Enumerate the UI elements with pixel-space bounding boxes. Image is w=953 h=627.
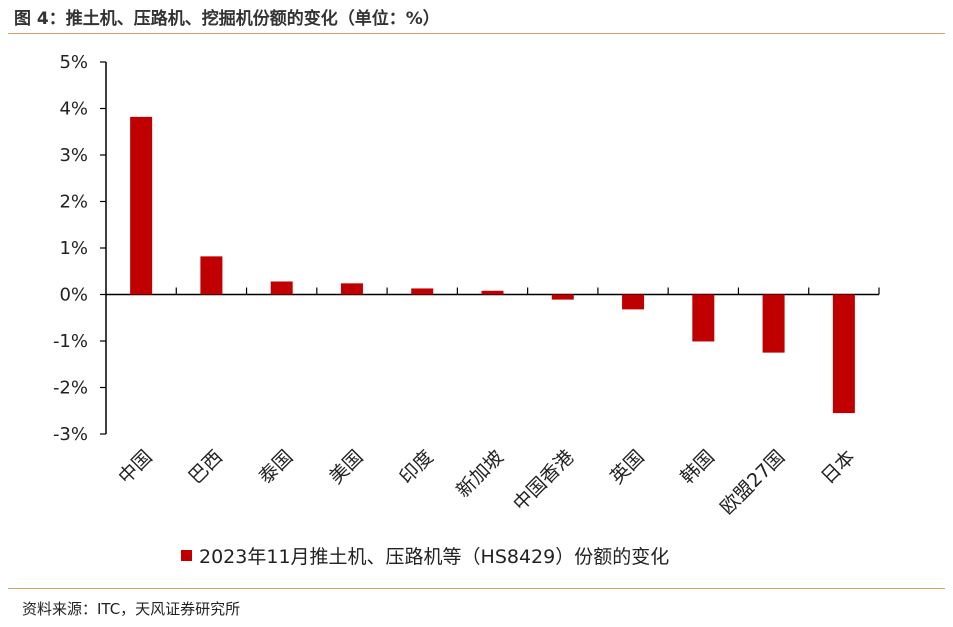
category-label: 印度 [395, 446, 437, 488]
y-tick-label: -1% [53, 331, 88, 352]
category-label: 英国 [606, 446, 648, 488]
category-label: 中国香港 [509, 446, 578, 515]
y-tick-label: 3% [59, 145, 88, 166]
y-tick-label: -2% [53, 378, 88, 399]
figure-title: 图 4：推土机、压路机、挖掘机份额的变化（单位：%） [14, 9, 440, 29]
bar [340, 283, 363, 295]
bar [692, 294, 715, 342]
bar [832, 294, 855, 414]
bar [762, 294, 785, 353]
y-tick-label: -3% [53, 424, 88, 445]
category-label: 韩国 [676, 446, 718, 488]
bar [622, 294, 645, 310]
source-note: 资料来源：ITC，天风证券研究所 [22, 600, 241, 618]
category-label: 新加坡 [452, 446, 508, 502]
category-label: 中国 [114, 446, 156, 488]
bar [270, 281, 293, 295]
category-label: 欧盟27国 [716, 446, 789, 519]
y-tick-label: 1% [59, 238, 88, 259]
category-label: 美国 [325, 446, 367, 488]
bar [481, 290, 504, 295]
bar [130, 116, 153, 295]
category-label: 巴西 [185, 446, 227, 488]
category-label: 泰国 [255, 446, 297, 488]
legend-swatch [181, 550, 192, 561]
y-tick-label: 2% [59, 192, 88, 213]
bar [411, 288, 434, 295]
bar [200, 256, 223, 295]
category-label: 日本 [817, 446, 859, 488]
top-divider [8, 33, 945, 34]
bar-chart: -3% -2% -1% 0% 1% 2% 3% 4% 5% 中国 巴西 泰国 美国 印度 新加坡 中国香港 英国… [53, 52, 880, 519]
legend-label: 2023年11月推土机、压路机等（HS8429）份额的变化 [199, 546, 670, 568]
chart-legend: 2023年11月推土机、压路机等（HS8429）份额的变化 [181, 542, 669, 569]
y-tick-label: 0% [59, 285, 88, 306]
y-tick-label: 5% [59, 52, 88, 73]
y-tick-label: 4% [59, 99, 88, 120]
bar [551, 294, 574, 300]
bottom-divider [8, 588, 945, 589]
